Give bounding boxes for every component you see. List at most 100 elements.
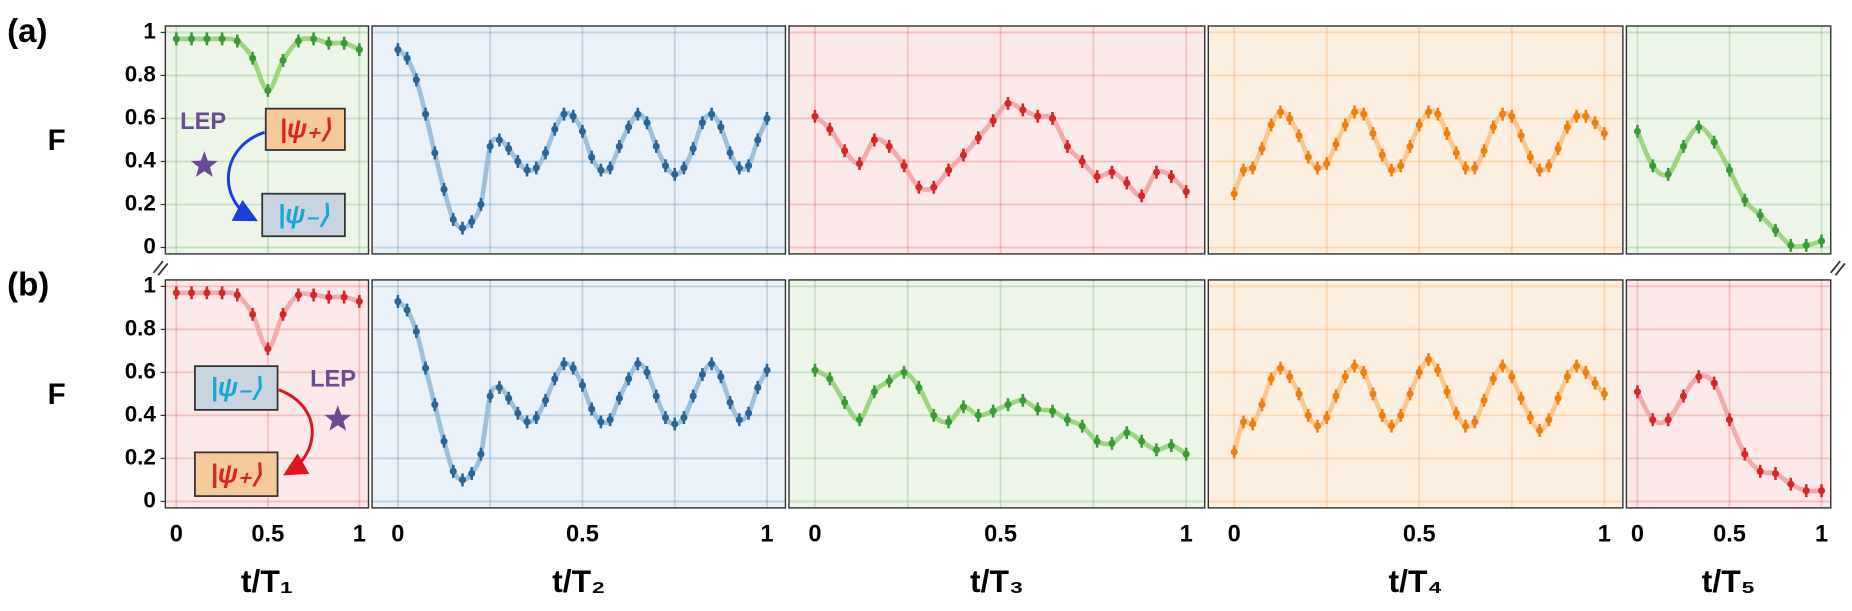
data-point (486, 142, 494, 150)
data-point (1424, 355, 1433, 364)
data-point (187, 35, 196, 43)
data-point (218, 35, 226, 43)
data-point (1554, 394, 1562, 402)
data-point (440, 185, 448, 193)
data-point (1600, 129, 1608, 138)
x-tick-label: 1 (1815, 521, 1828, 547)
data-point (264, 86, 272, 95)
data-point (1802, 487, 1810, 495)
data-point (1633, 388, 1641, 396)
x-axis-label: t/T₄ (1389, 563, 1443, 599)
state-box (264, 107, 346, 151)
x-tick-label: 1 (760, 521, 773, 547)
data-point (1152, 446, 1161, 454)
data-point (340, 293, 348, 301)
data-point (412, 76, 420, 84)
data-point (1756, 211, 1764, 219)
data-point (625, 375, 633, 383)
data-point (1258, 401, 1266, 409)
data-point (1545, 162, 1553, 170)
data-point (1787, 480, 1795, 488)
y-tick-label: 0.2 (125, 444, 156, 469)
data-point (1093, 437, 1101, 445)
data-point (1286, 373, 1294, 381)
data-point (826, 125, 834, 133)
state-box (193, 451, 279, 497)
panel-frame (371, 25, 787, 255)
data-point (355, 297, 363, 305)
data-point (974, 411, 982, 419)
data-point (1741, 450, 1749, 458)
data-point (1710, 138, 1718, 146)
data-point (569, 364, 577, 372)
data-point (1049, 407, 1057, 415)
data-point (615, 142, 623, 150)
data-point (477, 450, 485, 458)
y-axis-label: F (48, 378, 66, 411)
data-point (495, 136, 503, 144)
y-tick-label: 0.4 (125, 147, 157, 172)
data-point (1563, 123, 1571, 131)
data-point (1313, 422, 1322, 430)
x-tick-label: 0.5 (251, 521, 284, 547)
data-point (754, 136, 762, 144)
y-tick-label: 0 (143, 233, 155, 258)
data-point (930, 411, 938, 419)
data-point (1378, 411, 1386, 419)
data-point (1230, 190, 1238, 198)
data-point (468, 218, 476, 226)
data-point (643, 119, 651, 127)
state-label: |ψ₊⟩ (211, 458, 263, 488)
data-point (1573, 362, 1581, 370)
panel-label: (b) (7, 267, 49, 304)
data-point (394, 297, 402, 305)
data-point (172, 289, 180, 297)
data-point (279, 56, 287, 64)
data-point (1369, 390, 1377, 398)
data-point (634, 110, 642, 118)
data-point (458, 224, 467, 232)
data-point (477, 200, 485, 209)
panel-background (372, 279, 786, 508)
panel-frame (164, 279, 370, 509)
data-point (1649, 416, 1657, 424)
data-point (1633, 127, 1641, 135)
data-point (1239, 418, 1247, 426)
data-point (915, 183, 923, 191)
data-point (203, 35, 211, 43)
data-point (1582, 112, 1590, 120)
data-point (1108, 439, 1116, 447)
x-axis-label: t/T₁ (241, 563, 293, 599)
data-point (717, 373, 725, 381)
data-point (1063, 416, 1071, 424)
data-point (1526, 414, 1534, 422)
data-point (671, 170, 679, 178)
data-point (569, 112, 577, 120)
data-point (1489, 375, 1497, 383)
data-point (1406, 142, 1414, 150)
data-point (1350, 108, 1359, 116)
data-point (870, 136, 878, 144)
data-point (744, 162, 753, 170)
data-point (514, 409, 522, 417)
data-point (900, 162, 908, 170)
data-point (1078, 422, 1086, 430)
data-point (1415, 121, 1423, 129)
data-point (726, 398, 734, 407)
lep-star (324, 405, 352, 431)
data-point (551, 125, 559, 133)
panel-frame (1207, 25, 1624, 255)
data-point (532, 414, 540, 422)
data-point (1182, 188, 1190, 196)
data-point (1679, 392, 1688, 400)
data-point (1536, 426, 1544, 435)
data-point (811, 366, 819, 374)
data-point (1508, 373, 1516, 381)
data-point (1332, 140, 1340, 148)
panel-background (1208, 279, 1623, 508)
data-point (325, 39, 333, 47)
data-point (900, 368, 908, 376)
y-tick-label: 0 (143, 487, 155, 512)
panel-background (1626, 25, 1831, 254)
